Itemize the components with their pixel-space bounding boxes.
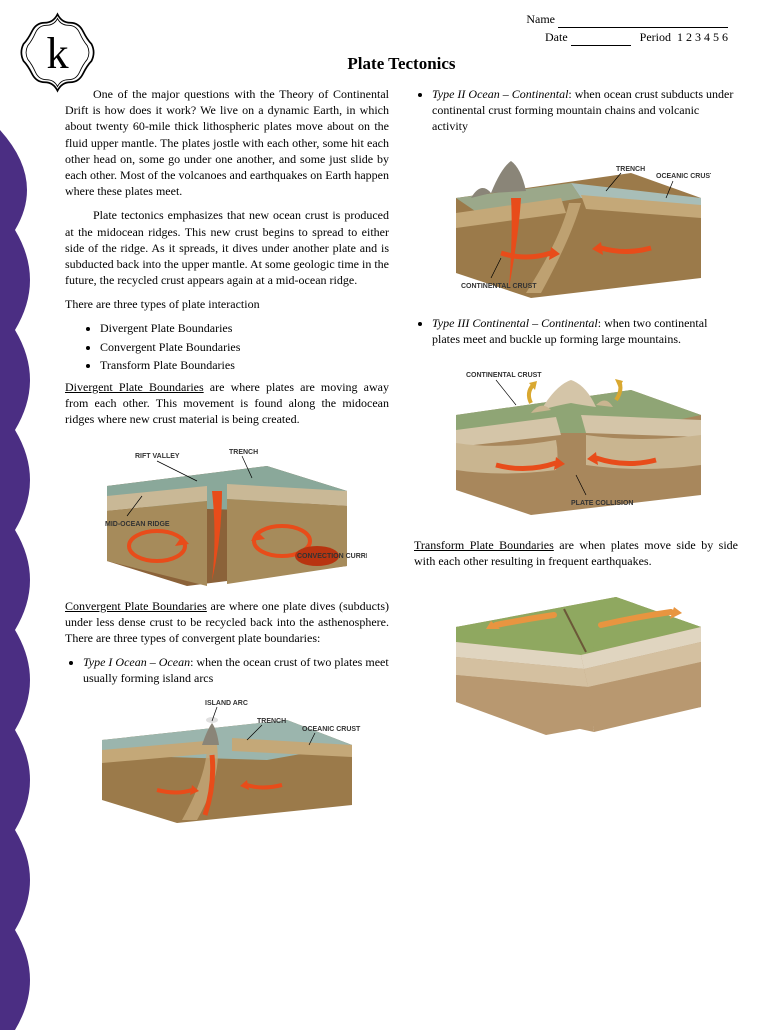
svg-text:MID-OCEAN RIDGE: MID-OCEAN RIDGE	[105, 521, 170, 528]
divergent-diagram: RIFT VALLEY TRENCH MID-OCEAN RIDGE CONVE…	[87, 436, 367, 586]
name-label: Name	[526, 12, 555, 26]
right-column: Type II Ocean – Continental: when ocean …	[414, 86, 738, 837]
type3-bullet: Type III Continental – Continental: when…	[432, 315, 738, 347]
intro-para-2: Plate tectonics emphasizes that new ocea…	[65, 207, 389, 288]
type2-heading: Type II Ocean – Continental	[432, 87, 568, 101]
svg-text:CONTINENTAL CRUST: CONTINENTAL CRUST	[466, 372, 542, 379]
types-intro: There are three types of plate interacti…	[65, 296, 389, 312]
svg-text:TRENCH: TRENCH	[616, 166, 645, 173]
header-info: Name Date Period 1 2 3 4 5 6	[65, 10, 738, 46]
svg-text:PLATE COLLISION: PLATE COLLISION	[571, 500, 633, 507]
type-item: Divergent Plate Boundaries	[100, 320, 389, 336]
page-title: Plate Tectonics	[65, 54, 738, 74]
left-column: One of the major questions with the Theo…	[65, 86, 389, 837]
svg-text:CONVECTION CURRENT: CONVECTION CURRENT	[297, 553, 367, 560]
ocean-ocean-diagram: ISLAND ARC TRENCH OCEANIC CRUST	[87, 695, 367, 825]
transform-heading: Transform Plate Boundaries	[414, 538, 554, 552]
transform-diagram	[436, 577, 716, 737]
ocean-continental-diagram: TRENCH OCEANIC CRUST CONTINENTAL CRUST	[441, 143, 711, 303]
svg-text:TRENCH: TRENCH	[257, 718, 286, 725]
convergent-para: Convergent Plate Boundaries are where on…	[65, 598, 389, 647]
svg-text:RIFT VALLEY: RIFT VALLEY	[135, 453, 180, 460]
transform-para: Transform Plate Boundaries are when plat…	[414, 537, 738, 569]
svg-text:TRENCH: TRENCH	[229, 449, 258, 456]
divergent-heading: Divergent Plate Boundaries	[65, 380, 204, 394]
period-label: Period	[640, 30, 671, 44]
type2-bullet: Type II Ocean – Continental: when ocean …	[432, 86, 738, 135]
convergent-heading: Convergent Plate Boundaries	[65, 599, 207, 613]
svg-text:OCEANIC CRUST: OCEANIC CRUST	[302, 726, 361, 733]
svg-text:OCEANIC CRUST: OCEANIC CRUST	[656, 173, 711, 180]
types-list: Divergent Plate Boundaries Convergent Pl…	[100, 320, 389, 373]
type1-bullet: Type I Ocean – Ocean: when the ocean cru…	[83, 654, 389, 686]
svg-text:CONTINENTAL CRUST: CONTINENTAL CRUST	[461, 283, 537, 290]
divergent-para: Divergent Plate Boundaries are where pla…	[65, 379, 389, 428]
svg-text:ISLAND ARC: ISLAND ARC	[205, 700, 248, 707]
type-item: Convergent Plate Boundaries	[100, 339, 389, 355]
intro-para-1: One of the major questions with the Theo…	[65, 86, 389, 199]
type3-heading: Type III Continental – Continental	[432, 316, 598, 330]
type1-heading: Type I Ocean – Ocean	[83, 655, 190, 669]
type-item: Transform Plate Boundaries	[100, 357, 389, 373]
date-label: Date	[545, 30, 568, 44]
period-numbers: 1 2 3 4 5 6	[677, 30, 728, 44]
continental-continental-diagram: CONTINENTAL CRUST PLATE COLLISION	[441, 355, 711, 525]
